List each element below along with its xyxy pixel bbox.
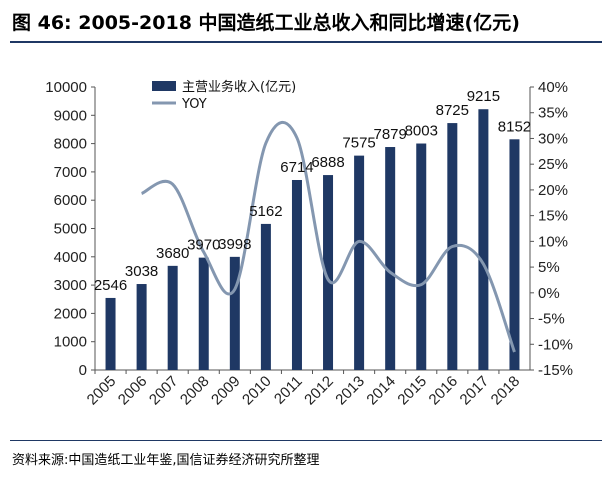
- data-label-2016: 8725: [436, 102, 469, 119]
- y-right-tick-label: 20%: [538, 182, 568, 199]
- y-right-tick-label: -15%: [538, 362, 573, 379]
- bar-2017: [478, 109, 489, 370]
- title-divider: [10, 41, 602, 43]
- bar-2015: [416, 143, 427, 370]
- x-tick-label: 2011: [271, 373, 306, 408]
- bar-2014: [385, 147, 396, 370]
- data-label-2013: 7575: [342, 135, 375, 152]
- data-label-2006: 3038: [125, 263, 158, 280]
- bar-2007: [167, 265, 178, 370]
- x-tick-label: 2007: [146, 373, 182, 409]
- y-left-tick-label: 6000: [54, 192, 87, 209]
- bar-2018: [509, 139, 520, 370]
- y-left-tick-label: 10000: [45, 79, 87, 96]
- x-tick-label: 2016: [426, 373, 462, 409]
- y-left-tick-label: 4000: [54, 249, 87, 266]
- data-label-2005: 2546: [94, 277, 127, 294]
- bar-2005: [105, 297, 116, 370]
- x-tick-label: 2018: [488, 373, 524, 409]
- y-left-tick-label: 0: [79, 362, 87, 379]
- x-tick-label: 2013: [332, 373, 368, 409]
- y-left-tick-label: 3000: [54, 277, 87, 294]
- y-left-tick-label: 7000: [54, 164, 87, 181]
- legend-label-revenue: 主营业务收入(亿元): [182, 79, 296, 95]
- y-right-tick-label: 35%: [538, 105, 568, 122]
- y-left-tick-label: 5000: [54, 221, 87, 238]
- data-label-2010: 5162: [249, 203, 282, 220]
- x-tick-label: 2006: [115, 373, 151, 409]
- bar-2010: [260, 223, 271, 370]
- y-left-tick-label: 9000: [54, 107, 87, 124]
- data-label-2012: 6888: [311, 154, 344, 171]
- y-right-tick-label: 30%: [538, 130, 568, 147]
- data-label-2014: 7879: [373, 126, 406, 143]
- y-left-tick-label: 2000: [54, 305, 87, 322]
- y-right-tick-label: 10%: [538, 233, 568, 250]
- data-label-2017: 9215: [467, 88, 500, 105]
- x-tick-label: 2012: [301, 373, 337, 409]
- y-left-tick-label: 1000: [54, 334, 87, 351]
- chart: 0 1000 2000 3000 4000 5000 6000 7000 8000 9000 100…: [45, 79, 573, 409]
- y-right-tick-label: -10%: [538, 336, 573, 353]
- x-tick-label: 2014: [363, 373, 399, 409]
- bar-2013: [354, 155, 365, 370]
- y-right-tick-label: 25%: [538, 156, 568, 173]
- data-label-2007: 3680: [156, 245, 189, 262]
- y-right-tick-label: 15%: [538, 208, 568, 225]
- x-tick-label: 2009: [208, 373, 244, 409]
- y-right-tick-label: 5%: [538, 259, 560, 276]
- data-label-2011: 6714: [280, 159, 313, 176]
- data-label-2008: 3970: [187, 237, 220, 254]
- data-label-2018: 8152: [498, 118, 531, 135]
- x-tick-label: 2017: [457, 373, 493, 409]
- x-tick-label: 2015: [394, 373, 430, 409]
- data-label-2015: 8003: [405, 123, 438, 140]
- bar-2012: [323, 175, 334, 370]
- y-right-tick-label: 40%: [538, 79, 568, 96]
- y-right-tick-label: 0%: [538, 285, 560, 302]
- x-tick-label: 2010: [239, 373, 275, 409]
- bar-2009: [229, 256, 240, 370]
- legend-label-yoy: YOY: [181, 97, 207, 112]
- bar-2008: [198, 257, 209, 370]
- y-left-tick-label: 8000: [54, 136, 87, 153]
- chart-title: 图 46: 2005-2018 中国造纸工业总收入和同比增速(亿元): [12, 12, 520, 34]
- source-note: 资料来源:中国造纸工业年鉴,国信证券经济研究所整理: [12, 453, 320, 468]
- legend-swatch-revenue: [152, 81, 176, 91]
- bar-2006: [136, 284, 147, 370]
- y-right-tick-label: -5%: [538, 311, 565, 328]
- bar-2011: [291, 179, 302, 370]
- x-tick-label: 2008: [177, 373, 213, 409]
- source-divider: [10, 440, 602, 441]
- data-label-2009: 3998: [218, 236, 251, 253]
- x-tick-label: 2005: [84, 373, 120, 409]
